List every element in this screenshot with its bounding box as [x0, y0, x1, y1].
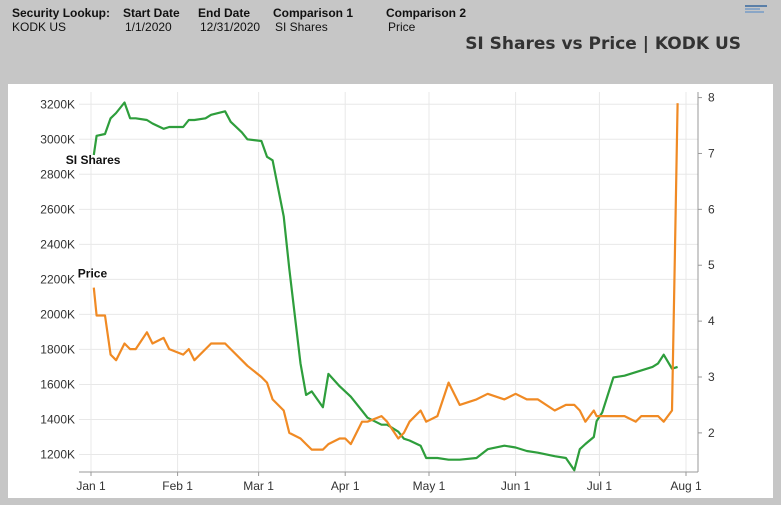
x-tick-label: Apr 1 [331, 479, 360, 493]
y-right-tick-label: 3 [708, 370, 715, 384]
y-left-tick-label: 2600K [40, 202, 75, 216]
y-right-tick-label: 8 [708, 91, 715, 105]
series-line-si-shares [92, 101, 678, 472]
bars-logo-icon [745, 5, 767, 15]
comparison-2-label: Comparison 2 [386, 6, 467, 20]
y-left-tick-label: 1600K [40, 377, 75, 391]
x-tick-label: Jul 1 [587, 479, 613, 493]
comparison-1-field: Comparison 1 SI Shares [273, 6, 353, 34]
security-lookup-label: Security Lookup: [12, 6, 111, 20]
x-tick-label: Feb 1 [162, 479, 193, 493]
header-panel: Security Lookup: KODK US Start Date 1/1/… [0, 0, 781, 84]
y-right-tick-label: 2 [708, 426, 715, 440]
x-tick-label: May 1 [413, 479, 446, 493]
y-left-tick-label: 2200K [40, 272, 75, 286]
y-left-tick-label: 1800K [40, 342, 75, 356]
y-left-tick-label: 1400K [40, 412, 75, 426]
end-date-label: End Date [198, 6, 251, 20]
series-label-si-shares: SI Shares [66, 153, 121, 167]
x-tick-label: Jun 1 [501, 479, 531, 493]
series-line-price [92, 103, 679, 451]
x-tick-label: Jan 1 [76, 479, 106, 493]
chart-panel: Jan 1 Feb 1 Mar 1 Apr 1 May 1 Jun 1 Jul 1 Aug 1… [8, 84, 773, 498]
chart-title: SI Shares vs Price | KODK US [465, 34, 741, 54]
end-date-field: End Date 12/31/2020 [198, 6, 260, 34]
y-left-tick-label: 2000K [40, 307, 75, 321]
start-date-label: Start Date [123, 6, 180, 20]
y-left-tick-label: 2800K [40, 167, 75, 181]
y-left-tick-label: 2400K [40, 237, 75, 251]
x-tick-label: Aug 1 [670, 479, 702, 493]
comparison-1-value: SI Shares [275, 20, 328, 34]
y-left-tick-label: 3000K [40, 132, 75, 146]
security-lookup-value: KODK US [12, 20, 67, 34]
y-right-tick-label: 5 [708, 258, 715, 272]
y-left-tick-label: 1200K [40, 447, 75, 461]
start-date-value: 1/1/2020 [125, 20, 172, 34]
security-lookup-field: Security Lookup: KODK US [12, 6, 110, 34]
comparison-2-value: Price [388, 20, 416, 34]
line-chart: Jan 1 Feb 1 Mar 1 Apr 1 May 1 Jun 1 Jul 1 Aug 1… [40, 91, 715, 493]
start-date-field: Start Date 1/1/2020 [123, 6, 180, 34]
x-tick-label: Mar 1 [243, 479, 274, 493]
y-right-tick-label: 4 [708, 314, 715, 328]
comparison-1-label: Comparison 1 [273, 6, 354, 20]
comparison-2-field: Comparison 2 Price [386, 6, 466, 34]
series-label-price: Price [78, 267, 108, 281]
y-right-tick-label: 7 [708, 146, 715, 160]
y-left-tick-label: 3200K [40, 97, 75, 111]
end-date-value: 12/31/2020 [200, 20, 261, 34]
y-right-tick-label: 6 [708, 202, 715, 216]
